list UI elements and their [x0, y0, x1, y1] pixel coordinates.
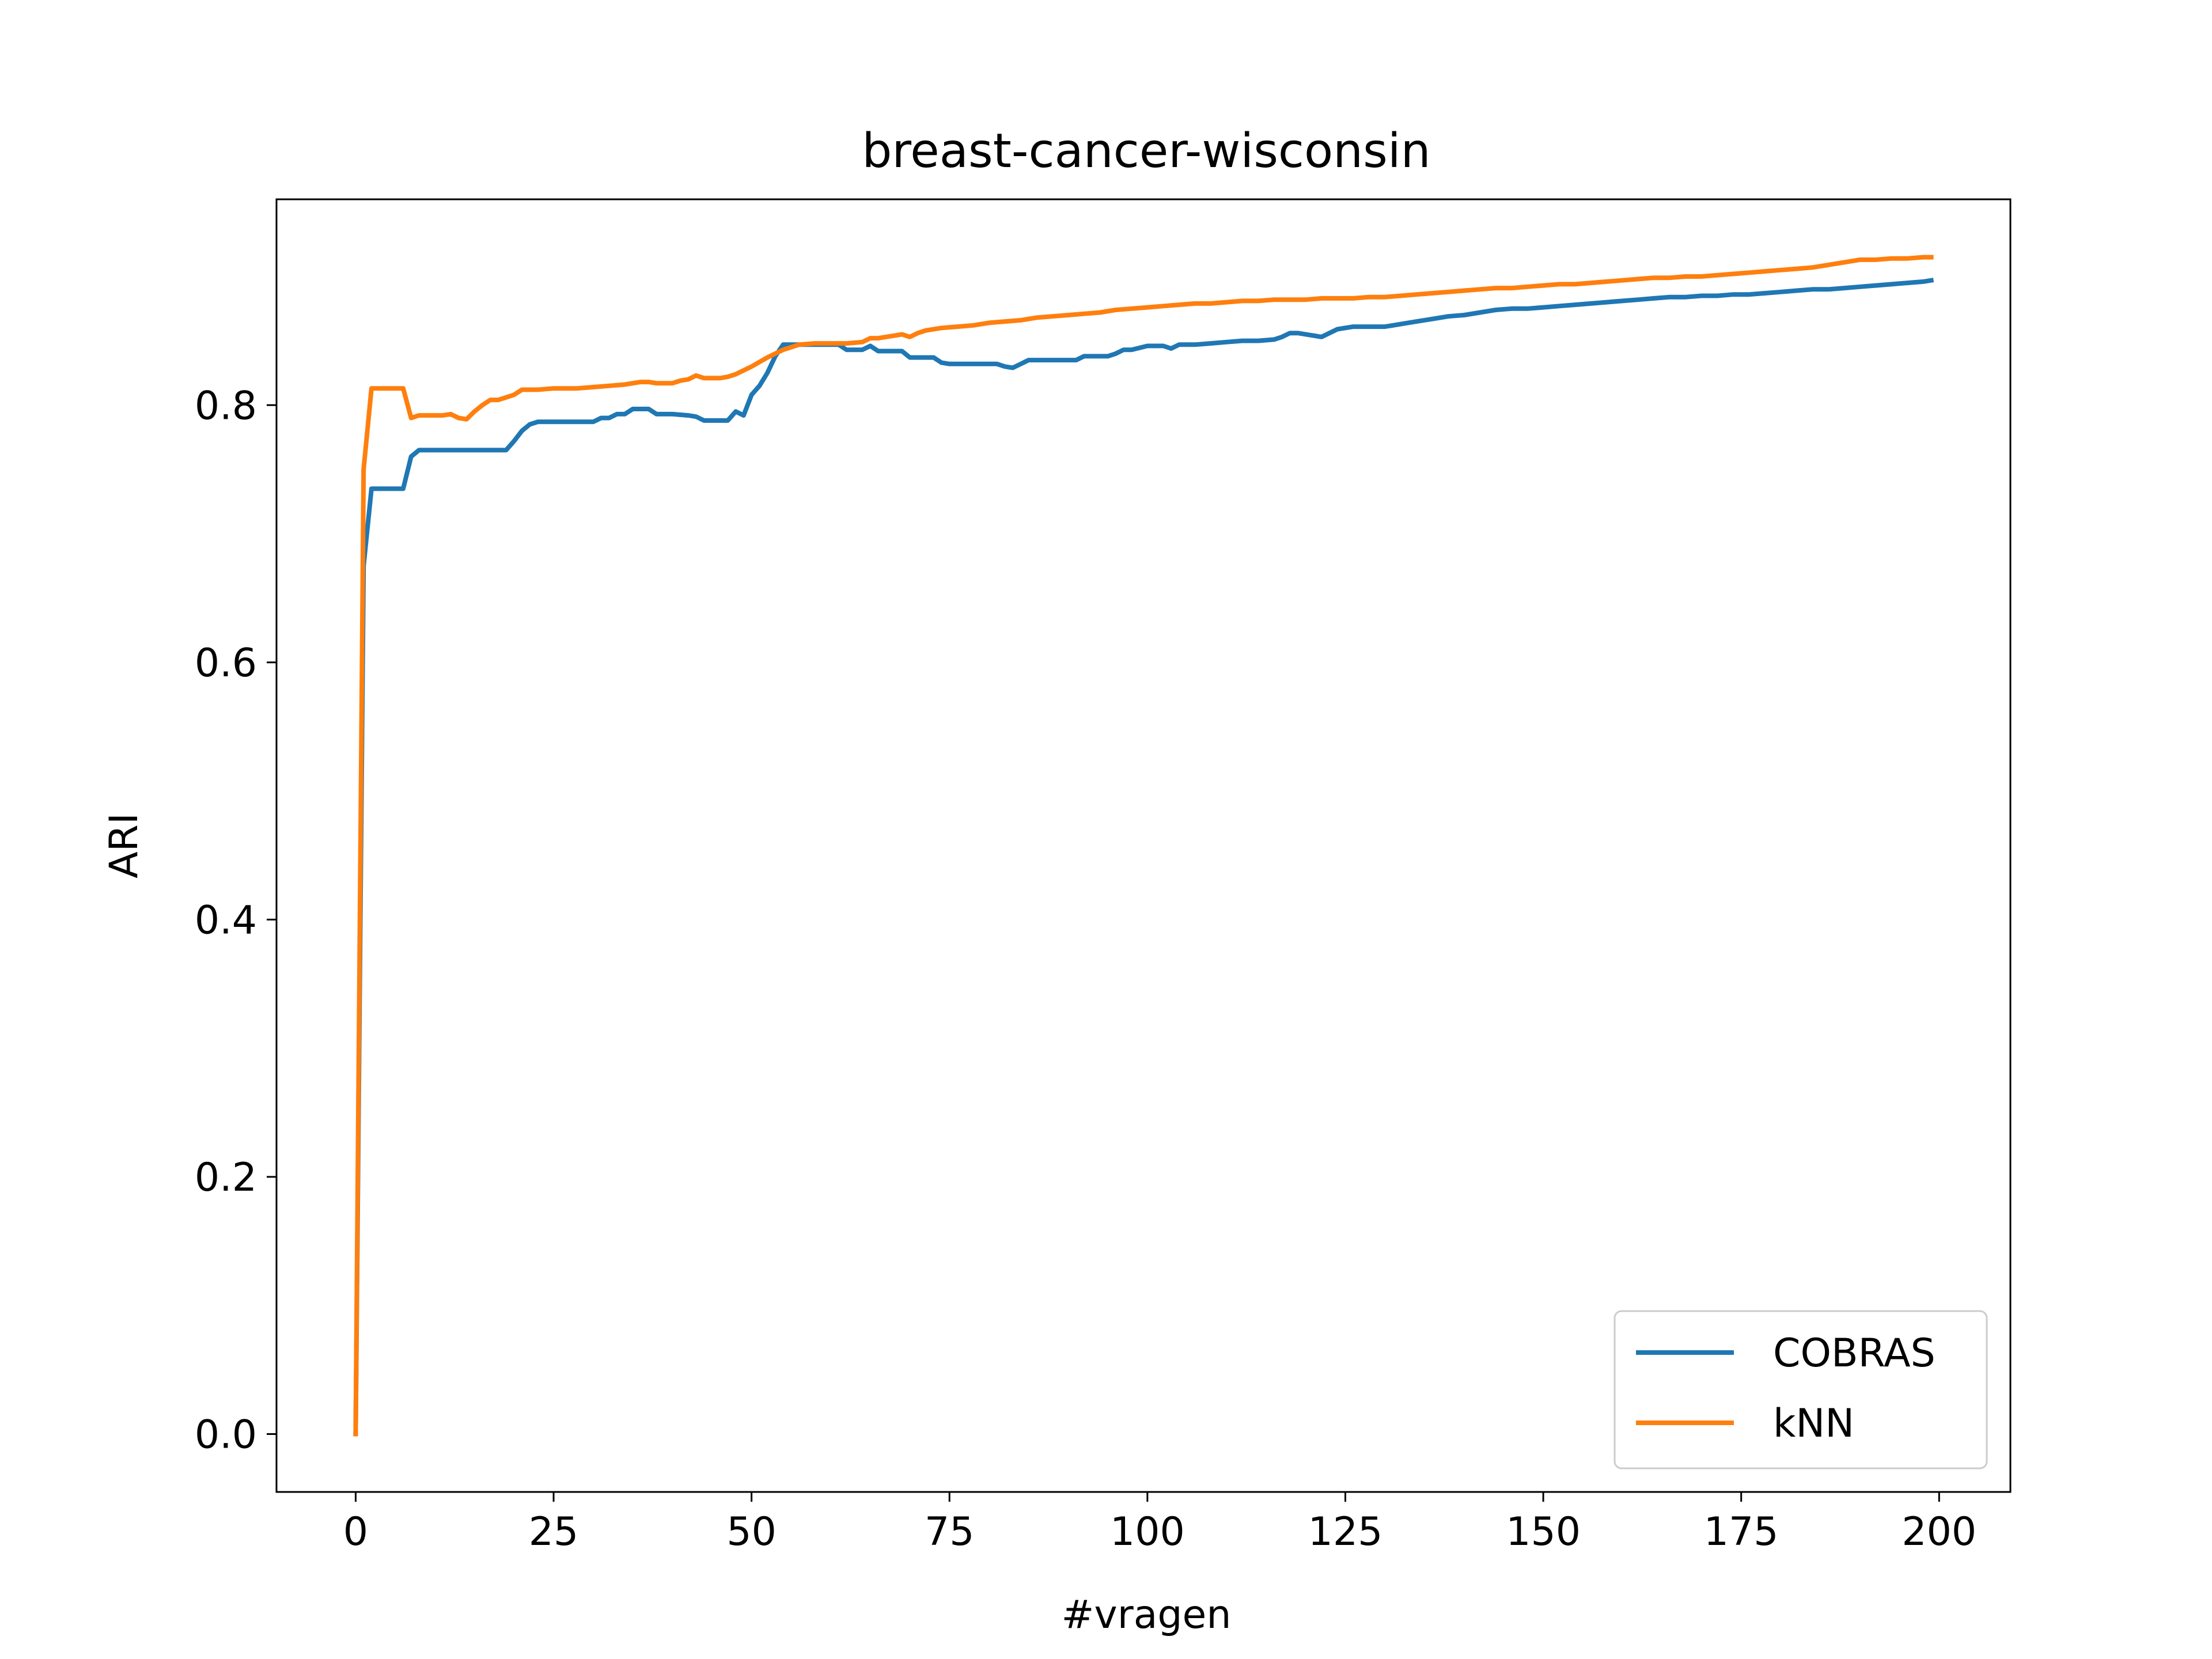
- plot-area: [353, 255, 1934, 1437]
- y-tick-label: 0.2: [195, 1155, 257, 1200]
- x-axis: 0 25 50 75 100 125 150 175 200: [343, 1492, 1976, 1555]
- chart-title: breast-cancer-wisconsin: [862, 124, 1430, 179]
- plot-frame: [275, 198, 2012, 1493]
- y-tick-label: 0.6: [195, 641, 257, 686]
- x-tick-label: 175: [1704, 1509, 1779, 1555]
- y-tick-label: 0.8: [195, 383, 257, 429]
- series-line-cobras: [353, 278, 1934, 1437]
- x-tick-label: 200: [1902, 1509, 1976, 1555]
- x-tick-label: 150: [1506, 1509, 1581, 1555]
- x-tick-label: 125: [1308, 1509, 1383, 1555]
- x-tick-label: 75: [925, 1509, 975, 1555]
- legend-label-knn: kNN: [1773, 1401, 1854, 1446]
- y-tick-label: 0.0: [195, 1412, 257, 1458]
- x-tick-label: 25: [529, 1509, 579, 1555]
- legend: COBRAS kNN: [1613, 1310, 1988, 1469]
- x-axis-label: #vragen: [1062, 1592, 1232, 1638]
- series-line-knn: [353, 255, 1934, 1437]
- x-tick-label: 50: [726, 1509, 777, 1555]
- series-layer: [353, 255, 1934, 1437]
- y-axis: 0.0 0.2 0.4 0.6 0.8: [195, 383, 276, 1458]
- x-tick-label: 0: [343, 1509, 368, 1555]
- x-tick-label: 100: [1110, 1509, 1185, 1555]
- y-tick-label: 0.4: [195, 897, 257, 943]
- legend-label-cobras: COBRAS: [1773, 1331, 1936, 1376]
- y-axis-label: ARI: [101, 813, 147, 878]
